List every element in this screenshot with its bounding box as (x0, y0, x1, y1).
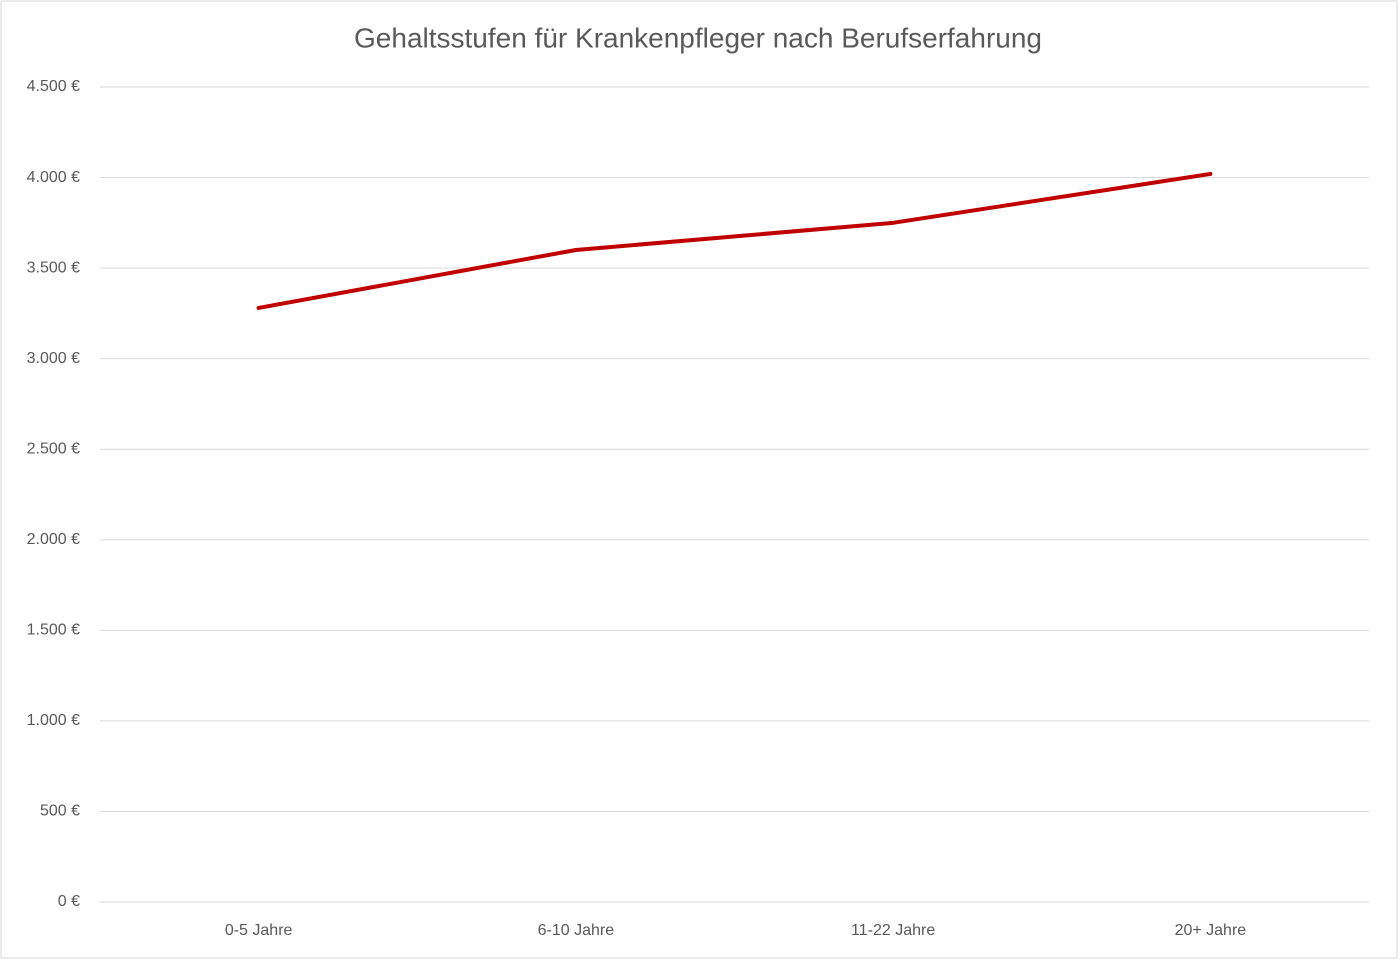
y-tick-label: 2.000 € (27, 531, 80, 548)
y-tick-label: 4.000 € (27, 169, 80, 186)
y-tick-label: 3.000 € (27, 350, 80, 367)
chart-title: Gehaltsstufen für Krankenpfleger nach Be… (354, 22, 1042, 53)
y-tick-label: 4.500 € (27, 78, 80, 95)
y-tick-label: 500 € (40, 803, 80, 820)
y-tick-label: 0 € (58, 893, 80, 910)
y-tick-label: 1.000 € (27, 712, 80, 729)
y-tick-label: 3.500 € (27, 259, 80, 276)
x-tick-label: 11-22 Jahre (851, 922, 935, 939)
y-tick-label: 1.500 € (27, 622, 80, 639)
x-tick-label: 0-5 Jahre (225, 922, 293, 939)
y-tick-label: 2.500 € (27, 440, 80, 457)
x-tick-label: 6-10 Jahre (538, 922, 615, 939)
line-series (256, 171, 1213, 310)
x-tick-label: 20+ Jahre (1175, 922, 1247, 939)
